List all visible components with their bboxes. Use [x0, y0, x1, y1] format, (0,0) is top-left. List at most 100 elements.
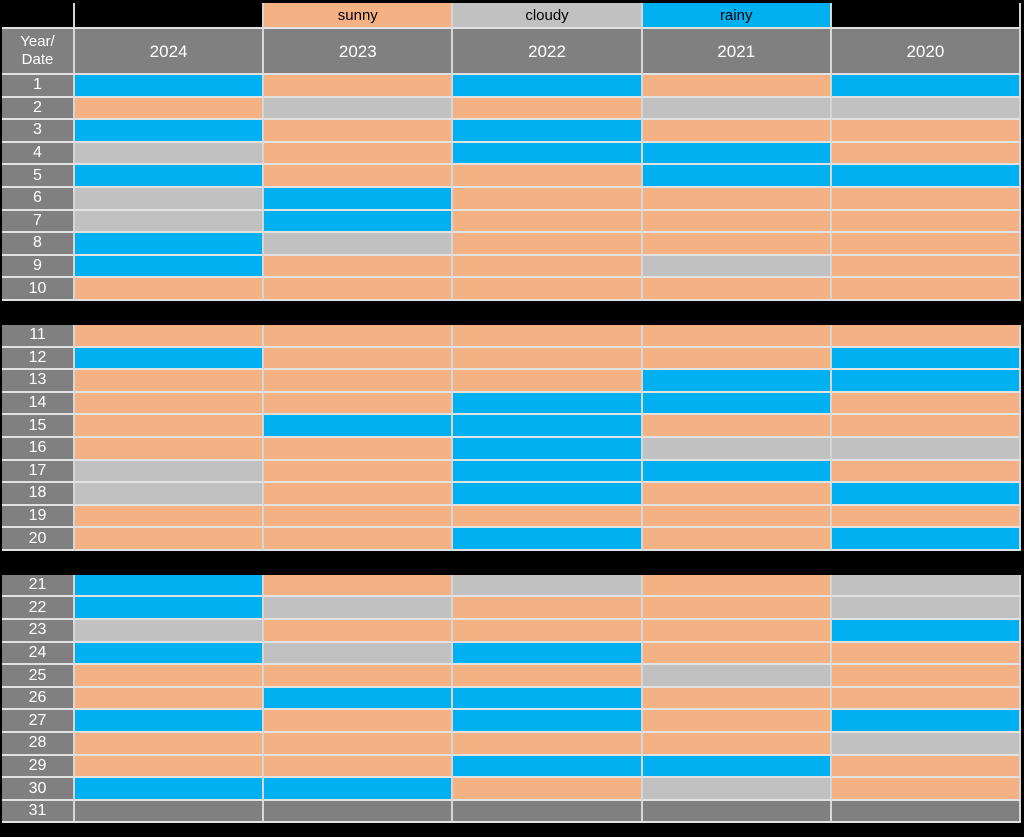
weather-cell-2022-8 [453, 233, 643, 256]
weather-cell-2021-5 [642, 165, 832, 188]
date-label-24: 24 [2, 642, 75, 666]
weather-cell-2023-27 [264, 710, 454, 734]
weather-cell-2020-13 [831, 370, 1021, 393]
year-header-2021: 2021 [642, 29, 832, 75]
weather-cell-2024-23 [75, 620, 265, 643]
weather-cell-2023-28 [264, 733, 454, 756]
weather-cell-2020-31 [831, 800, 1021, 824]
weather-cell-2020-25 [831, 665, 1021, 688]
date-label-6: 6 [2, 187, 75, 211]
legend-item-rainy: rainy [642, 3, 832, 29]
corner-header-line2: Date [21, 51, 54, 68]
weather-cell-2024-15 [75, 415, 265, 438]
date-label-10: 10 [2, 278, 75, 301]
weather-cell-2024-16 [75, 437, 265, 461]
weather-cell-2023-13 [264, 370, 454, 393]
weather-cell-2020-4 [831, 142, 1021, 166]
weather-cell-2021-31 [642, 800, 832, 824]
date-label-28: 28 [2, 733, 75, 756]
weather-cell-2020-3 [831, 120, 1021, 143]
weather-cell-2024-3 [75, 120, 265, 143]
weather-cell-2021-22 [642, 597, 832, 621]
weather-cell-2020-1 [831, 75, 1021, 98]
weather-cell-2020-29 [831, 755, 1021, 779]
date-label-14: 14 [2, 392, 75, 416]
date-label-4: 4 [2, 142, 75, 166]
weather-cell-2021-23 [642, 620, 832, 643]
weather-cell-2024-27 [75, 710, 265, 734]
weather-cell-2022-29 [453, 755, 643, 779]
date-label-9: 9 [2, 255, 75, 279]
weather-cell-2022-21 [453, 574, 643, 598]
weather-cell-2023-23 [264, 620, 454, 643]
weather-cell-2022-20 [453, 528, 643, 551]
weather-cell-2022-31 [453, 800, 643, 824]
weather-cell-2020-28 [831, 733, 1021, 756]
weather-cell-2020-19 [831, 505, 1021, 529]
weather-cell-2024-21 [75, 574, 265, 598]
weather-cell-2024-14 [75, 392, 265, 416]
weather-cell-2020-10 [831, 278, 1021, 301]
weather-cell-2022-5 [453, 165, 643, 188]
weather-cell-2022-24 [453, 642, 643, 666]
date-label-15: 15 [2, 415, 75, 438]
table-header-section: sunny cloudy rainy Year/ Date 2024 2023 … [2, 3, 1021, 75]
weather-cell-2022-25 [453, 665, 643, 688]
weather-cell-2023-1 [264, 75, 454, 98]
date-label-23: 23 [2, 620, 75, 643]
weather-cell-2020-14 [831, 392, 1021, 416]
date-label-25: 25 [2, 665, 75, 688]
weather-cell-2023-31 [264, 800, 454, 824]
weather-cell-2022-3 [453, 120, 643, 143]
date-label-13: 13 [2, 370, 75, 393]
weather-cell-2021-18 [642, 483, 832, 506]
weather-cell-2023-17 [264, 460, 454, 484]
weather-cell-2022-22 [453, 597, 643, 621]
weather-cell-2021-27 [642, 710, 832, 734]
weather-cell-2020-12 [831, 347, 1021, 371]
date-label-3: 3 [2, 120, 75, 143]
weather-cell-2022-10 [453, 278, 643, 301]
weather-cell-2021-16 [642, 437, 832, 461]
date-label-21: 21 [2, 574, 75, 598]
weather-cell-2024-8 [75, 233, 265, 256]
weather-cell-2021-24 [642, 642, 832, 666]
weather-cell-2024-13 [75, 370, 265, 393]
weather-cell-2024-12 [75, 347, 265, 371]
weather-cell-2023-4 [264, 142, 454, 166]
weather-cell-2020-2 [831, 97, 1021, 121]
weather-cell-2023-6 [264, 187, 454, 211]
year-header-2023: 2023 [264, 29, 454, 75]
weather-cell-2024-5 [75, 165, 265, 188]
weather-cell-2022-2 [453, 97, 643, 121]
weather-cell-2020-22 [831, 597, 1021, 621]
corner-header-cell: Year/ Date [2, 29, 75, 75]
weather-cell-2022-16 [453, 437, 643, 461]
weather-cell-2024-17 [75, 460, 265, 484]
weather-cell-2021-29 [642, 755, 832, 779]
weather-cell-2020-5 [831, 165, 1021, 188]
date-label-1: 1 [2, 75, 75, 98]
weather-cell-2020-8 [831, 233, 1021, 256]
weather-cell-2024-24 [75, 642, 265, 666]
weather-cell-2024-2 [75, 97, 265, 121]
weather-cell-2023-18 [264, 483, 454, 506]
weather-cell-2024-4 [75, 142, 265, 166]
weather-cell-2023-11 [264, 324, 454, 348]
legend-item-sunny: sunny [264, 3, 454, 29]
weather-cell-2024-25 [75, 665, 265, 688]
date-label-22: 22 [2, 597, 75, 621]
weather-cell-2021-14 [642, 392, 832, 416]
weather-cell-2021-9 [642, 255, 832, 279]
weather-cell-2023-24 [264, 642, 454, 666]
weather-cell-2022-4 [453, 142, 643, 166]
weather-table-group-1: 1 2 3 4 5 6 7 8 9 10 [2, 75, 1021, 301]
weather-cell-2022-7 [453, 210, 643, 234]
weather-cell-2023-16 [264, 437, 454, 461]
year-header-2024: 2024 [75, 29, 265, 75]
weather-cell-2020-20 [831, 528, 1021, 551]
date-label-12: 12 [2, 347, 75, 371]
weather-cell-2021-4 [642, 142, 832, 166]
weather-cell-2023-2 [264, 97, 454, 121]
corner-header-line1: Year/ [20, 33, 55, 50]
